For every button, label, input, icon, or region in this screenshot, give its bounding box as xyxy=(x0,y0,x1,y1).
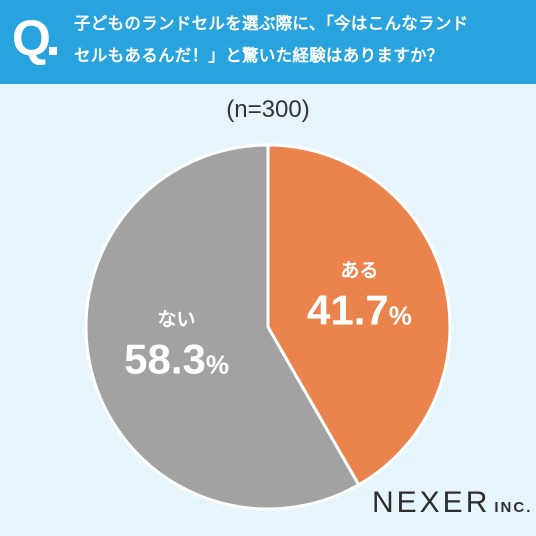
q-dot xyxy=(49,47,57,55)
pie-slice-aru xyxy=(266,143,452,487)
question-header: Q 子どものランドセルを選ぶ際に、「今はこんなランド セルもあるんだ！」と驚いた… xyxy=(0,0,536,84)
logo-brand: NEXER xyxy=(372,486,491,519)
question-text-line2: セルもあるんだ！」と驚いた経験はありますか？ xyxy=(74,46,444,65)
logo-suffix: INC. xyxy=(494,499,533,516)
pie-value-aru: 41.7% xyxy=(307,287,412,334)
pie-label-nai: ない xyxy=(158,308,196,330)
pie-slice-nai xyxy=(84,143,361,511)
q-label: Q xyxy=(12,10,51,66)
nexer-logo: NEXER INC. xyxy=(372,486,532,520)
question-text-line1: 子どものランドセルを選ぶ際に、「今はこんなランド xyxy=(74,14,469,33)
pie-value-nai: 58.3% xyxy=(124,335,229,382)
pie-label-aru: ある xyxy=(340,260,378,282)
sample-size-note: (n=300) xyxy=(226,96,310,123)
